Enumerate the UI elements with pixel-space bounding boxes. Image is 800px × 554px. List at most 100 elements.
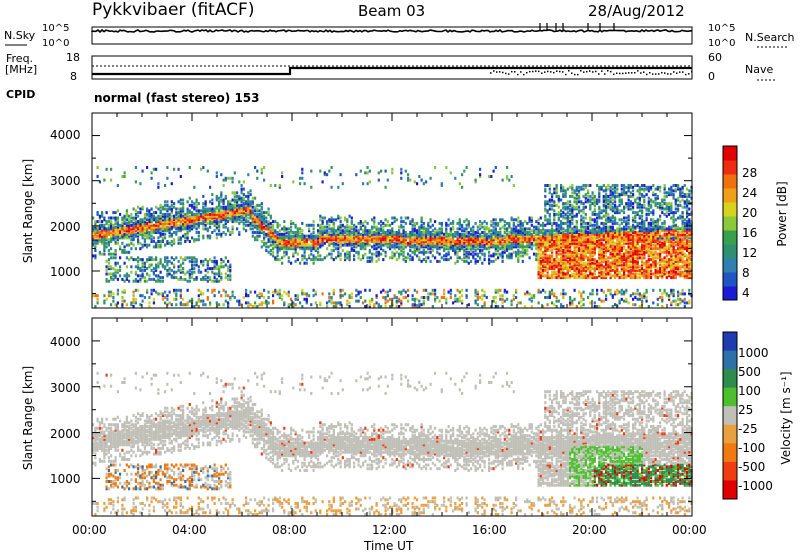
power-cell [125, 277, 128, 281]
power-cell [564, 212, 567, 216]
power-cell [242, 218, 245, 222]
power-cell [301, 290, 304, 294]
power-cell [110, 234, 113, 238]
power-cell [407, 176, 410, 180]
power-cell [319, 258, 322, 262]
power-cell [557, 268, 560, 272]
power-cell [170, 182, 173, 186]
power-cell [303, 240, 306, 243]
power-cell [339, 245, 342, 249]
power-cell [213, 221, 216, 225]
power-cell [276, 292, 279, 296]
power-cell [546, 220, 549, 224]
power-cell [580, 231, 583, 234]
power-cell [618, 232, 621, 236]
power-cell [614, 241, 617, 245]
power-cell [159, 205, 162, 209]
power-cell [454, 249, 457, 252]
power-cell [490, 238, 493, 242]
power-cell [105, 268, 108, 272]
power-cell [251, 305, 254, 308]
power-cell [384, 250, 387, 254]
power-cell [499, 288, 502, 292]
power-cell [499, 240, 502, 243]
power-cell [285, 250, 288, 254]
power-cell [490, 243, 493, 247]
power-cell [103, 249, 106, 252]
power-cell [512, 245, 515, 249]
power-cell [515, 254, 518, 258]
power-cell [461, 173, 464, 177]
power-cell [452, 227, 455, 231]
power-cell [544, 189, 547, 193]
power-cell [503, 236, 506, 240]
power-cell [618, 258, 621, 262]
power-cell [573, 247, 576, 251]
power-cell [353, 245, 356, 249]
power-cell [530, 220, 533, 224]
power-cell [294, 223, 297, 227]
power-cell [618, 261, 621, 265]
power-cell [245, 220, 248, 224]
power-cell [506, 254, 509, 258]
power-cell [272, 241, 275, 245]
power-cell [301, 247, 304, 251]
power-cell [157, 218, 160, 222]
power-cell [164, 290, 167, 294]
power-cell [296, 296, 299, 299]
power-cell [537, 218, 540, 222]
power-cell [580, 229, 583, 233]
power-cell [533, 243, 536, 247]
power-cell [418, 227, 421, 231]
power-cell [571, 234, 574, 238]
power-cell [215, 207, 218, 211]
power-cell [542, 270, 545, 274]
power-cell [103, 240, 106, 243]
power-cell [249, 303, 252, 307]
power-cell [580, 272, 583, 276]
power-cell [582, 221, 585, 225]
power-cell [539, 240, 542, 243]
power-cell [161, 236, 164, 240]
power-cell [368, 234, 371, 238]
power-cell [537, 288, 540, 292]
power-cell [391, 171, 394, 175]
power-cell [411, 258, 414, 262]
power-cell [260, 205, 263, 209]
power-cell [584, 196, 587, 200]
power-cell [411, 234, 414, 238]
power-cell [519, 236, 522, 240]
power-cell [287, 241, 290, 245]
power-cell [384, 234, 387, 238]
power-cell [130, 231, 133, 234]
power-cell [418, 229, 421, 233]
power-cell [357, 240, 360, 243]
power-cell [528, 232, 531, 236]
power-cell [224, 211, 227, 215]
power-cell [179, 265, 182, 269]
power-cell [281, 245, 284, 249]
power-cell [427, 236, 430, 240]
power-cell [121, 249, 124, 252]
power-cell [110, 265, 113, 269]
power-cell [589, 265, 592, 269]
power-cell [580, 249, 583, 252]
power-cell [427, 245, 430, 249]
power-cell [335, 243, 338, 247]
power-cell [319, 301, 322, 305]
power-cell [350, 220, 353, 224]
power-cell [515, 238, 518, 242]
power-cell [373, 221, 376, 225]
power-cell [312, 254, 315, 258]
power-cell [161, 265, 164, 269]
power-cell [438, 247, 441, 251]
power-cell [582, 207, 585, 211]
power-cell [335, 231, 338, 234]
power-cell [157, 263, 160, 267]
power-cell [436, 240, 439, 243]
power-cell [515, 234, 518, 238]
power-cell [227, 267, 230, 271]
power-cell [422, 303, 425, 307]
power-cell [314, 301, 317, 305]
power-cell [148, 296, 151, 299]
